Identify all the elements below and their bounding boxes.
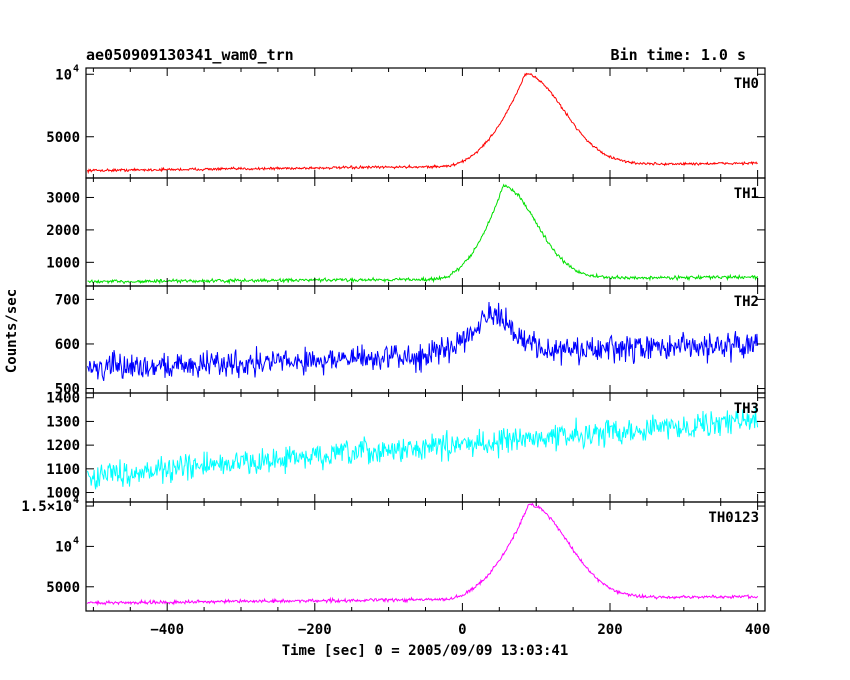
y-tick-label: 1000: [46, 255, 80, 271]
panel-frame: [85, 67, 766, 179]
series-line-th3: [87, 405, 759, 490]
series-line-th0123: [87, 502, 759, 606]
x-tick-label: −400: [150, 622, 184, 638]
series-line-th0: [87, 72, 758, 175]
series-line-th1: [87, 183, 759, 285]
panel-th0: 10 4 5000 TH0: [46, 63, 766, 179]
y-tick-label: 500: [55, 382, 80, 398]
panel-frame: [85, 285, 766, 394]
x-tick-label: 400: [745, 622, 770, 638]
y-tick-label: 3000: [46, 190, 80, 206]
x-axis-label: Time [sec] 0 = 2005/09/09 13:03:41: [282, 643, 569, 659]
series-line-th2: [87, 301, 759, 382]
y-tick-exponent: 4: [73, 63, 79, 74]
y-tick-exponent: 4: [73, 495, 79, 506]
x-tick-label: 200: [597, 622, 622, 638]
y-tick-label: 5000: [46, 580, 80, 596]
y-tick-label: 2000: [46, 223, 80, 239]
x-tick-label: 0: [458, 622, 466, 638]
y-tick-label: 10: [55, 67, 72, 83]
y-axis-label: Counts/sec: [4, 289, 20, 373]
x-tick-label: −200: [298, 622, 332, 638]
panel-label: TH3: [734, 401, 759, 417]
y-tick-label: 5000: [46, 130, 80, 146]
panel-th2: 700 600 500 TH2: [55, 285, 766, 398]
y-tick-label: 1.5×10: [21, 499, 72, 515]
panel-th3: 1400 1300 1200 1100 1000 TH3: [46, 391, 766, 503]
panel-label: TH2: [734, 294, 759, 310]
y-tick-label: 1200: [46, 438, 80, 454]
panel-label: TH1: [734, 186, 759, 202]
y-tick-label: 1400: [46, 391, 80, 407]
y-tick-label: 1100: [46, 462, 80, 478]
chart-title: ae050909130341_wam0_trn: [86, 46, 294, 64]
y-tick-label: 10: [55, 539, 72, 555]
panel-frame: [85, 177, 766, 287]
panel-th1: 3000 2000 1000 TH1: [46, 177, 766, 287]
bin-time-label: Bin time: 1.0 s: [611, 46, 746, 64]
y-tick-exponent: 4: [73, 535, 79, 546]
panel-label: TH0123: [708, 510, 759, 526]
y-tick-label: 700: [55, 292, 80, 308]
panels: 10 45000TH0300020001000TH1700600500TH2140…: [21, 63, 766, 612]
panel-frame: [85, 501, 766, 612]
x-tick-labels: −400 −200 0 200 400: [150, 622, 770, 638]
y-tick-label: 600: [55, 337, 80, 353]
y-tick-label: 1000: [46, 486, 80, 502]
y-tick-label: 1300: [46, 414, 80, 430]
panel-label: TH0: [734, 76, 759, 92]
